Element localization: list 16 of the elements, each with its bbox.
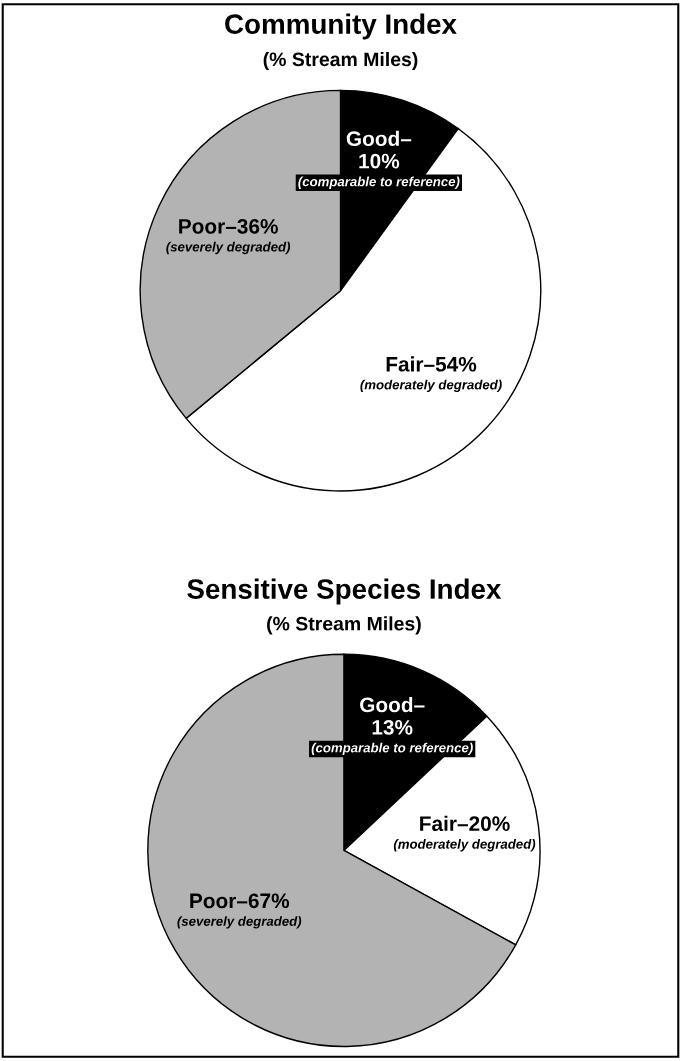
slice-label: Poor–67%	[190, 893, 290, 909]
text: (comparable to reference)	[311, 742, 473, 756]
slice-label: Good– 10%	[346, 130, 412, 169]
slice-label: Good– 13%	[360, 696, 425, 735]
slice-label: Poor–36%	[179, 218, 278, 234]
chart-subtitle: (% Stream Miles)	[267, 616, 421, 635]
chart-subtitle: (% Stream Miles)	[263, 51, 418, 71]
text: (moderately degraded)	[393, 839, 536, 852]
text: (severely degraded)	[177, 916, 302, 929]
slice-label: Fair–20%	[420, 815, 510, 832]
text: (moderately degraded)	[360, 379, 502, 393]
slice-label: Fair–54%	[386, 356, 477, 372]
chart-title: Sensitive Species Index	[187, 578, 502, 605]
chart-title: Community Index	[225, 13, 457, 40]
text: (severely degraded)	[166, 241, 291, 255]
text: (comparable to reference)	[298, 176, 460, 189]
